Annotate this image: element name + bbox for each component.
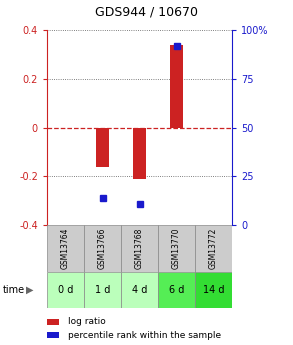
Text: 6 d: 6 d [169, 285, 184, 295]
Text: GSM13770: GSM13770 [172, 228, 181, 269]
Bar [158, 225, 195, 272]
Bar [170, 45, 183, 128]
Bar [47, 272, 84, 308]
Text: ▶: ▶ [25, 285, 33, 295]
Bar [195, 225, 232, 272]
Text: 1 d: 1 d [95, 285, 110, 295]
Text: 14 d: 14 d [203, 285, 224, 295]
Bar [158, 272, 195, 308]
Bar [84, 225, 121, 272]
Bar [133, 128, 146, 179]
Text: log ratio: log ratio [67, 317, 105, 326]
Text: GSM13772: GSM13772 [209, 228, 218, 269]
Text: GDS944 / 10670: GDS944 / 10670 [95, 6, 198, 19]
Text: GSM13768: GSM13768 [135, 228, 144, 269]
Text: 0 d: 0 d [58, 285, 73, 295]
Text: GSM13766: GSM13766 [98, 228, 107, 269]
Text: GSM13764: GSM13764 [61, 228, 70, 269]
Text: percentile rank within the sample: percentile rank within the sample [67, 331, 221, 339]
Bar [84, 272, 121, 308]
Bar [121, 225, 158, 272]
Bar [121, 272, 158, 308]
Bar [96, 128, 109, 167]
Bar [195, 272, 232, 308]
Bar [47, 225, 84, 272]
Text: time: time [3, 285, 25, 295]
Text: 4 d: 4 d [132, 285, 147, 295]
